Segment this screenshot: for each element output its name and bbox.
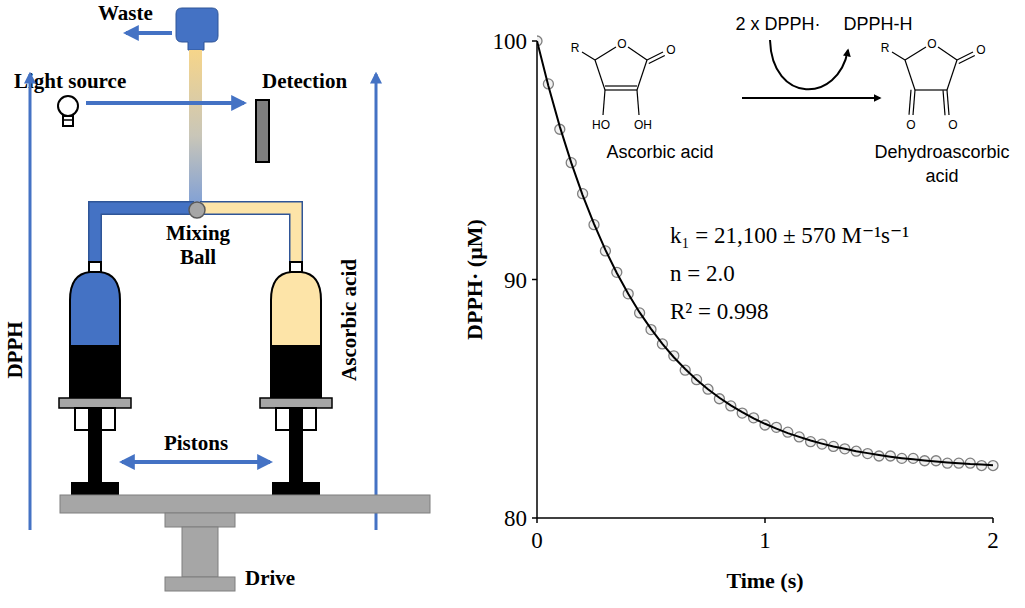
pistons-label: Pistons: [164, 431, 228, 455]
x-tick: [764, 518, 766, 523]
y-tick: [532, 279, 537, 281]
atom-label: O: [617, 37, 626, 51]
text-line: acid: [925, 166, 958, 186]
atom-label: O: [666, 43, 675, 57]
bond: [649, 56, 665, 64]
piston-foot: [71, 482, 119, 495]
atom-label: OH: [634, 118, 652, 132]
bond: [938, 47, 957, 60]
flange: [260, 398, 332, 408]
atom-label: HO: [592, 118, 610, 132]
bond: [957, 52, 973, 60]
plunger: [272, 345, 320, 403]
bond: [637, 90, 639, 115]
atom-label: O: [976, 43, 985, 57]
waste-label: Waste: [98, 1, 153, 25]
syringe-tip: [290, 262, 302, 272]
x-tick: [536, 518, 538, 523]
x-tick-label: 1: [759, 528, 771, 553]
plunger: [71, 345, 119, 403]
syringe-body: [271, 272, 321, 405]
bond: [913, 90, 915, 115]
text-line: Dehydroascorbic: [874, 142, 1009, 162]
mixing-ball-label: MixingBall: [166, 221, 231, 269]
bond: [582, 52, 595, 60]
atom-label: O: [906, 118, 915, 132]
fit-annotation: k₁ = 21,100 ± 570 M⁻¹s⁻¹: [670, 223, 909, 248]
fit-annotation: R² = 0.998: [670, 299, 768, 324]
drive-neck: [165, 513, 235, 527]
bond: [595, 60, 605, 90]
bond: [905, 47, 926, 60]
detection-label: Detection: [262, 69, 347, 93]
piston-foot: [272, 482, 320, 495]
bond: [947, 60, 957, 90]
detector: [256, 100, 269, 162]
bond: [647, 52, 663, 60]
bond: [595, 47, 616, 60]
reagent-label: 2 x DPPH·: [735, 14, 820, 34]
bulb-thread: [63, 119, 73, 121]
atom-label: R: [881, 41, 890, 55]
atom-label: O: [948, 118, 957, 132]
bulb-base: [63, 116, 73, 126]
drive-base: [165, 577, 235, 591]
y-tick-label: 100: [493, 29, 528, 54]
fit-line: [537, 41, 993, 465]
bond: [603, 90, 605, 115]
waste-container: [176, 8, 218, 50]
pistons-arrow: [122, 460, 270, 464]
bond: [892, 52, 905, 60]
bond: [915, 89, 947, 90]
bond: [628, 47, 647, 60]
byproduct-label: DPPH-H: [843, 14, 912, 34]
mixing-ball: [189, 202, 205, 218]
syringe-body: [70, 272, 120, 405]
drive-stem: [182, 527, 218, 577]
bond: [943, 90, 945, 115]
x-tick: [992, 518, 994, 523]
drive-label: Drive: [245, 566, 295, 590]
bond: [605, 85, 637, 86]
flange: [59, 398, 131, 408]
bulb: [58, 96, 78, 116]
x-tick-label: 0: [531, 528, 543, 553]
product-name: Dehydroascorbic acid: [874, 142, 1009, 186]
reaction-arrow: [742, 97, 880, 99]
flow-tube: [189, 50, 202, 206]
text-line: Ball: [180, 245, 216, 269]
bond: [909, 90, 911, 115]
y-tick: [532, 40, 537, 42]
plot-area: [537, 36, 998, 471]
x-axis-title: Time (s): [726, 568, 803, 593]
light-arrow: [86, 101, 244, 105]
atom-label: R: [571, 41, 580, 55]
x-tick-label: 2: [987, 528, 999, 553]
y-tick-label: 80: [504, 506, 527, 531]
bond: [605, 89, 637, 90]
bond: [959, 56, 975, 64]
bond: [947, 90, 949, 115]
fit-annotation: n = 2.0: [670, 261, 735, 286]
syringe-tip: [89, 262, 101, 272]
bond: [905, 60, 915, 90]
text-line: Mixing: [166, 221, 231, 245]
piston-rod: [289, 408, 303, 488]
bond: [637, 60, 647, 90]
y-axis-title: DPPH· (µM): [462, 219, 487, 340]
waste-arrow: [126, 31, 172, 35]
atom-label: O: [927, 37, 936, 51]
ascorbic-label: Ascorbic acid: [337, 259, 361, 381]
flow-arrow: [375, 74, 378, 530]
reagent-arrow: [770, 40, 848, 89]
piston-rod: [88, 408, 102, 488]
figure: WasteLight sourceDetectionMixingBallDPPH…: [0, 0, 1025, 608]
dpph-label: DPPH: [3, 321, 27, 378]
drive-plate: [60, 495, 430, 513]
y-tick-label: 90: [504, 268, 527, 293]
flow-arrow: [29, 74, 32, 530]
reactant-name: Ascorbic acid: [606, 142, 713, 162]
